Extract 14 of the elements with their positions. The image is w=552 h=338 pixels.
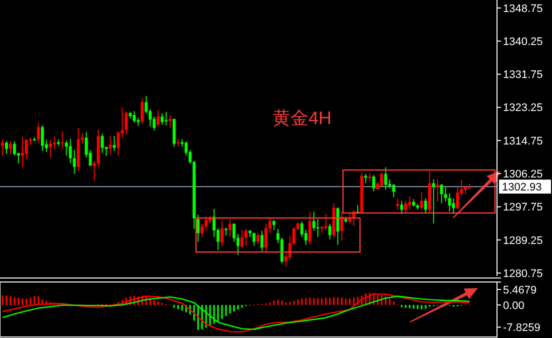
y-tick-label: 1297.75 <box>503 202 543 214</box>
y-tick-label: 1314.75 <box>503 135 543 148</box>
y-tick-label: 5.4679 <box>503 284 537 296</box>
y-tick-label: 1340.25 <box>503 36 543 48</box>
text: 黄金4H <box>272 108 332 128</box>
y-tick-label: 1306.25 <box>503 168 543 181</box>
y-tick-label: 1323.25 <box>503 102 543 114</box>
y-tick-label: 1348.75 <box>503 2 543 15</box>
y-tick-label: 1331.75 <box>503 69 543 82</box>
y-tick-label: 1280.75 <box>503 268 543 280</box>
ref-line-label: 1302.93 <box>502 181 542 194</box>
y-tick-label: 0.00 <box>503 300 524 312</box>
y-tick-label: -7.8259 <box>503 322 540 334</box>
y-tick-label: 1289.25 <box>503 234 543 247</box>
